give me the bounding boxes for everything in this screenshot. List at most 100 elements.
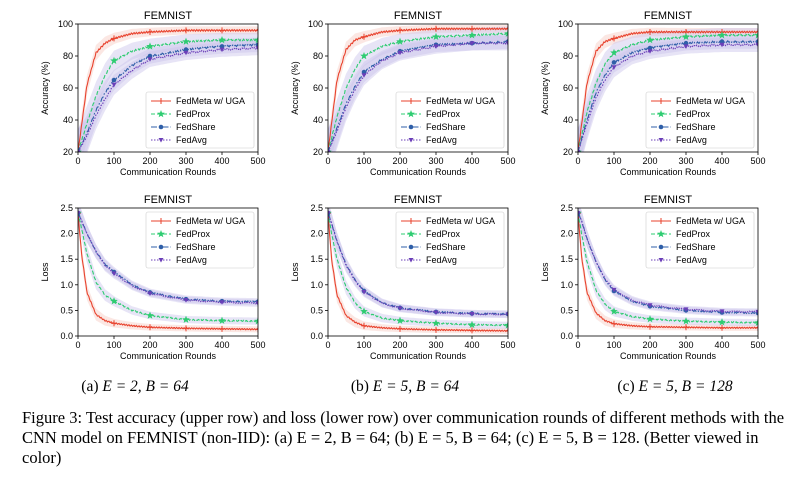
series-point xyxy=(255,46,258,51)
x-tick-label: 200 xyxy=(642,340,657,350)
legend: FedMeta w/ UGA FedProx FedShare FedAvg xyxy=(395,91,505,149)
series-point xyxy=(111,35,117,42)
legend-label: FedAvg xyxy=(426,135,457,145)
plot-area xyxy=(328,24,508,152)
band-2 xyxy=(78,37,258,152)
chart-title: FEMNIST xyxy=(144,10,193,22)
y-tick-label: 1.5 xyxy=(560,254,573,264)
series-line xyxy=(578,33,758,152)
legend-marker xyxy=(158,258,164,263)
legend-box xyxy=(645,91,755,149)
x-tick-label: 400 xyxy=(714,156,729,166)
series-point xyxy=(183,47,189,52)
x-tick-label: 300 xyxy=(178,156,193,166)
series-point xyxy=(219,325,225,332)
x-tick-label: 100 xyxy=(606,156,621,166)
series-point xyxy=(433,25,439,32)
legend-marker xyxy=(158,218,164,224)
series-point xyxy=(468,320,476,328)
x-axis-label: Communication Rounds xyxy=(370,351,467,361)
series-point xyxy=(147,324,153,331)
series-point xyxy=(146,311,154,319)
series-point xyxy=(147,57,153,62)
x-tick-label: 100 xyxy=(356,340,371,350)
series-point xyxy=(610,48,618,57)
series-line xyxy=(578,212,758,314)
series-point xyxy=(719,324,725,331)
x-tick-label: 500 xyxy=(500,156,515,166)
series-point xyxy=(433,310,439,315)
series-point xyxy=(255,301,258,306)
y-tick-label: 80 xyxy=(63,51,73,61)
series-line xyxy=(578,43,758,152)
series-point xyxy=(505,25,508,32)
series-point xyxy=(755,39,758,44)
subcaption-b: (b) E = 5, B = 64 xyxy=(350,378,460,395)
x-tick-label: 300 xyxy=(428,156,443,166)
series-line xyxy=(328,212,508,316)
plot-area xyxy=(578,27,758,152)
chart-title: FEMNIST xyxy=(394,194,443,206)
x-tick-label: 300 xyxy=(678,156,693,166)
y-tick-label: 2.0 xyxy=(60,229,73,239)
x-tick-label: 400 xyxy=(714,340,729,350)
series-point xyxy=(682,32,690,41)
series-point xyxy=(578,211,581,216)
legend-label: FedShare xyxy=(176,122,216,132)
x-tick-label: 0 xyxy=(575,156,580,166)
series-point xyxy=(219,27,225,34)
y-tick-label: 20 xyxy=(313,147,323,157)
legend-label: FedProx xyxy=(676,229,711,239)
series-point xyxy=(111,320,117,327)
series-point xyxy=(219,47,225,53)
y-tick-label: 60 xyxy=(563,83,573,93)
series-line xyxy=(328,40,508,152)
series-point xyxy=(683,324,689,331)
x-tick-label: 500 xyxy=(750,156,765,166)
legend-label: FedAvg xyxy=(176,255,207,265)
y-tick-label: 40 xyxy=(63,115,73,125)
series-point xyxy=(505,327,508,334)
x-tick-label: 400 xyxy=(464,340,479,350)
legend-marker xyxy=(157,110,165,118)
series-point xyxy=(397,27,403,34)
y-tick-label: 0.0 xyxy=(310,331,323,341)
y-tick-label: 1.0 xyxy=(60,280,73,290)
legend-box xyxy=(395,91,505,149)
y-axis-label: Accuracy (%) xyxy=(290,61,300,115)
series-point xyxy=(719,42,725,48)
band-2 xyxy=(578,34,758,152)
series-point xyxy=(754,318,758,326)
series-line xyxy=(328,213,508,333)
legend-marker xyxy=(658,258,664,263)
x-tick-label: 300 xyxy=(678,340,693,350)
legend-label: FedShare xyxy=(676,242,716,252)
series-point xyxy=(469,327,475,334)
x-tick-label: 500 xyxy=(750,340,765,350)
legend-label: FedAvg xyxy=(676,135,707,145)
x-tick-label: 0 xyxy=(325,156,330,166)
legend-marker xyxy=(157,230,165,238)
series-point xyxy=(683,40,689,46)
legend-box xyxy=(145,211,255,269)
series-point xyxy=(611,287,617,293)
subcaption-a: (a) E = 2, B = 64 xyxy=(81,378,189,395)
x-tick-label: 300 xyxy=(428,340,443,350)
series-point xyxy=(147,53,153,59)
series-point xyxy=(182,37,190,45)
series-point xyxy=(611,60,617,65)
series-point xyxy=(361,289,367,295)
axes-frame xyxy=(577,207,759,337)
band-3 xyxy=(78,208,258,307)
band-1 xyxy=(328,26,508,152)
legend-label: FedMeta w/ UGA xyxy=(426,216,495,226)
series-point xyxy=(504,29,508,37)
series-point xyxy=(397,50,403,56)
series-point xyxy=(718,318,726,326)
series-point xyxy=(647,45,653,51)
series-point xyxy=(182,315,190,323)
x-tick-label: 100 xyxy=(106,156,121,166)
band-1 xyxy=(578,28,758,152)
legend-marker xyxy=(658,124,664,130)
series-line xyxy=(578,30,758,152)
